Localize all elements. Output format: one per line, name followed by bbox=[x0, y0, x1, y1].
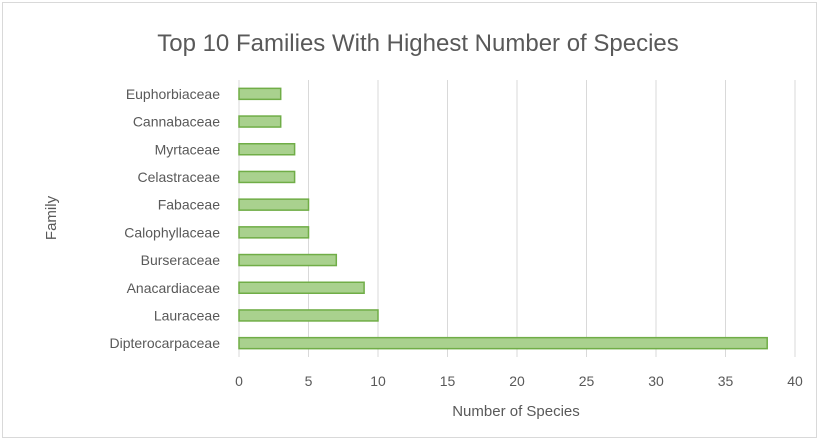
bar bbox=[238, 281, 365, 294]
y-tick-labels: Dipterocarpaceae Lauraceae Anacardiaceae Bu… bbox=[109, 86, 220, 351]
bar bbox=[238, 87, 282, 101]
bar bbox=[238, 226, 310, 239]
x-tick-label: 0 bbox=[235, 373, 243, 389]
y-tick-label: Lauraceae bbox=[154, 307, 220, 323]
bar bbox=[238, 170, 296, 184]
x-tick-label: 15 bbox=[440, 373, 456, 389]
bar bbox=[238, 198, 310, 211]
y-tick-label: Fabaceae bbox=[158, 197, 220, 213]
x-tick-label: 10 bbox=[370, 373, 386, 389]
x-tick-label: 25 bbox=[579, 373, 595, 389]
y-tick-label: Calophyllaceae bbox=[124, 224, 220, 240]
y-tick-label: Burseraceae bbox=[141, 252, 221, 268]
y-tick-label: Cannabaceae bbox=[133, 114, 220, 130]
y-tick-label: Anacardiaceae bbox=[127, 280, 221, 296]
bar bbox=[238, 253, 338, 267]
y-tick-label: Euphorbiaceae bbox=[126, 86, 220, 102]
x-tick-label: 20 bbox=[509, 373, 525, 389]
x-tick-label: 30 bbox=[648, 373, 664, 389]
chart-title: Top 10 Families With Highest Number of S… bbox=[157, 30, 679, 57]
x-tick-label: 35 bbox=[718, 373, 734, 389]
x-tick-label: 5 bbox=[305, 373, 313, 389]
x-tick-label: 40 bbox=[787, 373, 803, 389]
bars bbox=[238, 87, 768, 350]
bar bbox=[238, 309, 379, 322]
bar bbox=[238, 336, 768, 350]
chart-frame bbox=[2, 2, 817, 438]
y-axis-title: Family bbox=[43, 195, 60, 240]
bar bbox=[238, 115, 282, 128]
y-tick-label: Celastraceae bbox=[138, 169, 221, 185]
y-tick-label: Myrtaceae bbox=[155, 141, 221, 157]
x-axis-title: Number of Species bbox=[452, 403, 580, 420]
y-tick-label: Dipterocarpaceae bbox=[109, 335, 220, 351]
bar bbox=[238, 143, 296, 156]
x-tick-labels: 0 5 10 15 20 25 30 35 40 bbox=[235, 373, 803, 389]
